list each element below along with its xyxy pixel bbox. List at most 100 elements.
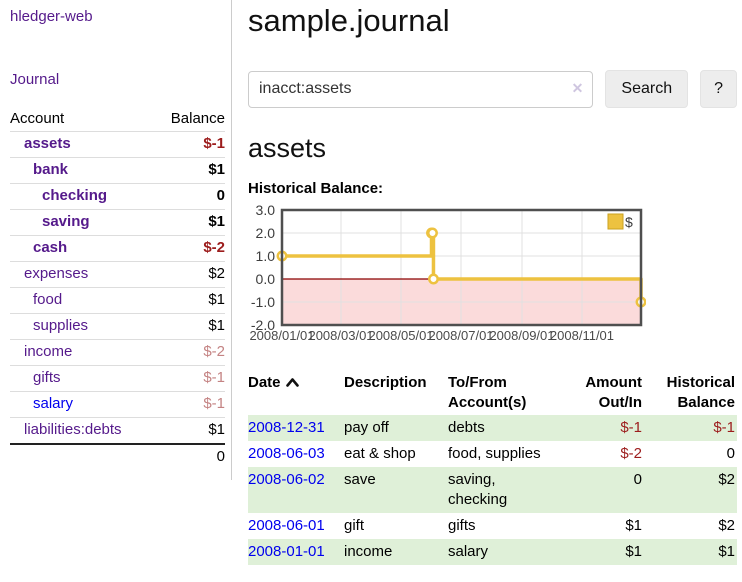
register-table: Date Description To/From Account(s) Amou… [248,371,737,565]
transaction-accounts: gifts [448,513,560,539]
transaction-amount: $-2 [560,441,644,467]
transaction-balance: $1 [644,539,737,565]
account-row: assets $-1 [10,132,225,158]
search-box: ✕ [248,71,593,108]
accounts-total-spacer [10,444,155,470]
account-row: bank $1 [10,158,225,184]
account-row: gifts $-1 [10,366,225,392]
transaction-date-link[interactable]: 2008-06-02 [248,471,325,488]
account-row: cash $-2 [10,236,225,262]
transaction-description: eat & shop [344,441,448,467]
transaction-accounts: food, supplies [448,441,560,467]
transaction-accounts: saving, checking [448,467,560,513]
account-balance: $1 [155,314,225,340]
transaction-balance: 0 [644,441,737,467]
accounts-total-balance: 0 [155,444,225,470]
account-row: saving $1 [10,210,225,236]
transaction-date-link[interactable]: 2008-06-01 [248,517,325,534]
account-row: liabilities:debts $1 [10,418,225,445]
transaction-balance: $-1 [644,415,737,441]
page-title: sample.journal [248,2,737,40]
brand-link[interactable]: hledger-web [10,8,225,25]
account-balance: $1 [155,210,225,236]
date-column-header[interactable]: Date [248,371,344,415]
account-row: food $1 [10,288,225,314]
account-link[interactable]: bank [33,161,68,179]
help-button[interactable]: ? [700,70,737,108]
transaction-date-link[interactable]: 2008-06-03 [248,445,325,462]
account-balance: $1 [155,288,225,314]
account-balance: $-2 [155,340,225,366]
sidebar: hledger-web Journal Account Balance asse… [0,0,232,480]
amount-column-header: Amount Out/In [560,371,644,415]
sidebar-item-journal[interactable]: Journal [10,71,225,88]
balance-column-header: Balance [155,107,225,132]
account-link[interactable]: income [24,343,72,361]
chart-title: Historical Balance: [248,180,737,198]
transaction-description: gift [344,513,448,539]
accounts-column-header: To/From Account(s) [448,371,560,415]
account-column-header: Account [10,107,155,132]
svg-text:$: $ [625,214,633,230]
account-link[interactable]: checking [42,187,107,205]
transaction-amount: $1 [560,513,644,539]
transaction-date-link[interactable]: 2008-12-31 [248,419,325,436]
register-row: 2008-01-01 income salary $1 $1 [248,539,737,565]
account-link[interactable]: cash [33,239,67,257]
register-row: 2008-12-31 pay off debts $-1 $-1 [248,415,737,441]
clear-search-icon[interactable]: ✕ [572,80,584,97]
account-link[interactable]: liabilities:debts [24,421,122,439]
transaction-description: income [344,539,448,565]
svg-text:2008/03/01: 2008/03/01 [308,328,373,343]
account-row: supplies $1 [10,314,225,340]
historical-balance-chart: 2008/01/012008/03/012008/05/012008/07/01… [248,205,737,351]
register-row: 2008-06-02 save saving, checking 0 $2 [248,467,737,513]
svg-text:-2.0: -2.0 [251,317,275,333]
account-balance: $-1 [155,366,225,392]
account-link[interactable]: expenses [24,265,88,283]
accounts-total-row: 0 [10,444,225,470]
app-window: hledger-web Journal Account Balance asse… [0,0,742,565]
account-balance: $1 [155,158,225,184]
account-link[interactable]: salary [33,395,73,413]
account-link[interactable]: assets [24,135,71,153]
transaction-accounts: debts [448,415,560,441]
svg-text:1.0: 1.0 [256,248,276,264]
account-link[interactable]: saving [42,213,90,231]
account-row: salary $-1 [10,392,225,418]
svg-text:2.0: 2.0 [256,225,276,241]
svg-text:2008/09/01: 2008/09/01 [489,328,554,343]
account-balance: $-1 [155,132,225,158]
account-link[interactable]: food [33,291,62,309]
search-input[interactable] [248,71,593,108]
transaction-amount: 0 [560,467,644,513]
search-form: ✕ Search ? [248,70,737,108]
svg-text:-1.0: -1.0 [251,294,275,310]
transaction-date-link[interactable]: 2008-01-01 [248,543,325,560]
account-balance: $-2 [155,236,225,262]
register-row: 2008-06-03 eat & shop food, supplies $-2… [248,441,737,467]
transaction-accounts: salary [448,539,560,565]
accounts-header-row: Account Balance [10,107,225,132]
account-balance: $-1 [155,392,225,418]
svg-text:2008/05/01: 2008/05/01 [368,328,433,343]
svg-text:3.0: 3.0 [256,205,276,218]
description-column-header: Description [344,371,448,415]
main-content: sample.journal ✕ Search ? assets Histori… [232,0,742,565]
account-balance: $1 [155,418,225,445]
svg-text:2008/11/01: 2008/11/01 [550,328,614,343]
transaction-balance: $2 [644,467,737,513]
account-row: income $-2 [10,340,225,366]
transaction-amount: $-1 [560,415,644,441]
transaction-description: pay off [344,415,448,441]
account-title: assets [248,132,737,164]
account-balance: $2 [155,262,225,288]
account-row: expenses $2 [10,262,225,288]
transaction-description: save [344,467,448,513]
account-link[interactable]: supplies [33,317,88,335]
transaction-balance: $2 [644,513,737,539]
search-button[interactable]: Search [605,70,688,108]
svg-text:0.0: 0.0 [256,271,276,287]
sort-ascending-icon [286,377,299,387]
account-link[interactable]: gifts [33,369,61,387]
